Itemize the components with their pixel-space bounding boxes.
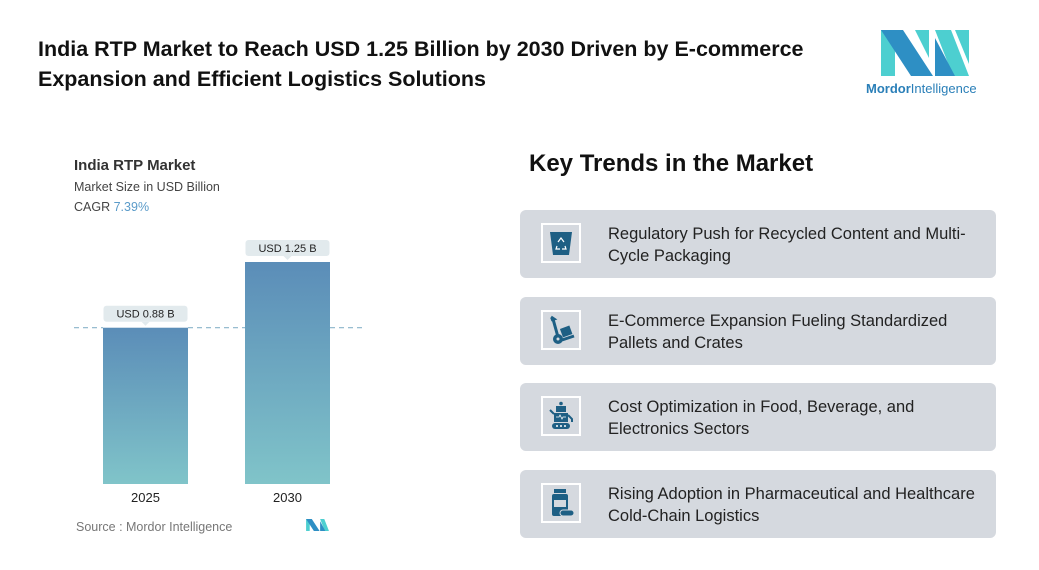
bar-2030	[245, 262, 330, 484]
trend-text: Rising Adoption in Pharmaceutical and He…	[608, 485, 975, 525]
small-logo-icon	[306, 519, 329, 531]
chart-source: Source : Mordor Intelligence	[76, 520, 233, 534]
data-label-bg	[245, 240, 330, 256]
x-tick-label: 2025	[131, 490, 160, 505]
cagr-label: CAGR	[74, 200, 111, 214]
cagr-value: 7.39%	[113, 200, 150, 214]
data-label-pointer	[141, 321, 150, 326]
data-label: USD 1.25 B	[258, 243, 316, 255]
hand-truck-icon	[541, 310, 581, 350]
trend-text: Regulatory Push for Recycled Content and…	[608, 225, 966, 265]
trend-card: Regulatory Push for Recycled Content and…	[520, 210, 996, 278]
logo-text-bold: Mordor	[866, 81, 911, 96]
recycle-bin-icon	[541, 223, 581, 263]
data-label: USD 0.88 B	[116, 309, 174, 321]
chart-cagr: CAGR 7.39%	[74, 200, 149, 214]
medicine-bottle-icon	[541, 483, 581, 523]
mordor-logo-icon	[881, 30, 969, 76]
trend-text: Cost Optimization in Food, Beverage, and…	[608, 398, 915, 438]
data-label-pointer	[283, 256, 292, 260]
data-label-bg	[103, 305, 188, 322]
trends-heading: Key Trends in the Market	[529, 150, 814, 177]
trend-card: Rising Adoption in Pharmaceutical and He…	[520, 470, 996, 538]
logo-text: MordorIntelligence	[866, 81, 977, 96]
page-title: India RTP Market to Reach USD 1.25 Billi…	[38, 37, 804, 91]
chart-subtitle: Market Size in USD Billion	[74, 180, 220, 194]
trend-card: E-Commerce Expansion Fueling Standardize…	[520, 297, 996, 365]
logo-text-rest: Intelligence	[910, 81, 977, 96]
chart-title: India RTP Market	[74, 157, 196, 174]
trend-text: E-Commerce Expansion Fueling Standardize…	[608, 312, 948, 352]
trend-card: Cost Optimization in Food, Beverage, and…	[520, 383, 996, 451]
robot-icon	[541, 396, 581, 436]
bar-2025	[103, 327, 188, 484]
x-tick-label: 2030	[273, 490, 302, 505]
